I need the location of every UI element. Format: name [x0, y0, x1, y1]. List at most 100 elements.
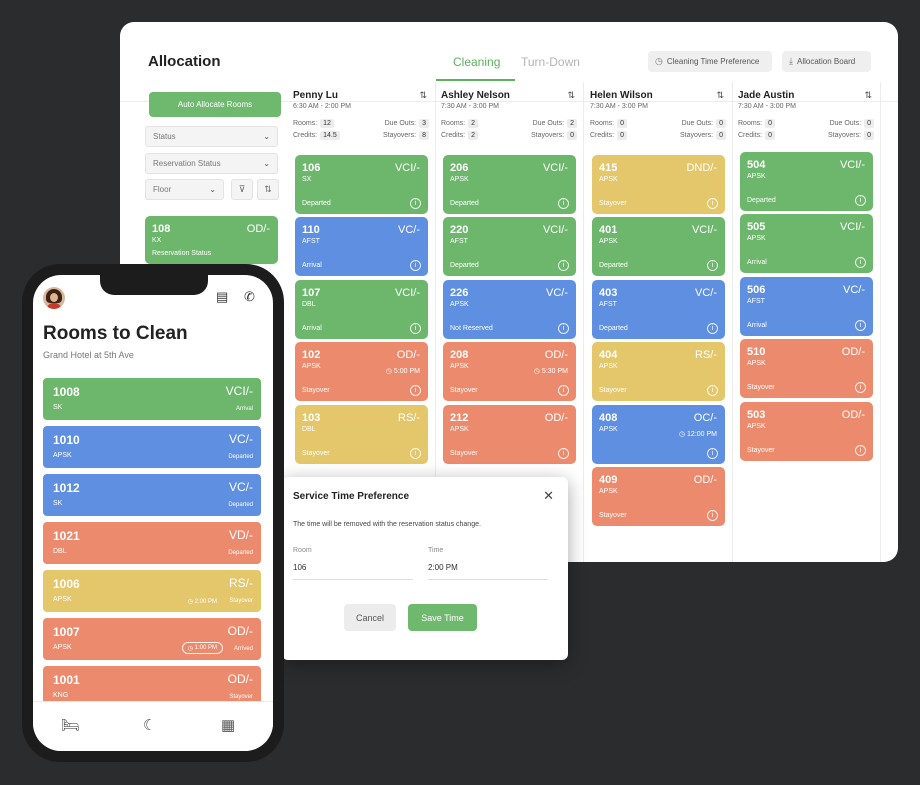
room-number: 1001 — [53, 673, 80, 687]
room-card-1006[interactable]: 1006 RS/- APSK Stayover ◷ 2:00 PM — [43, 570, 261, 612]
status-filter[interactable]: Status ⌄ — [145, 126, 278, 147]
room-status: VCI/- — [839, 159, 865, 171]
room-card-408[interactable]: 408 OC/- APSK ◷ 12:00 PM i — [592, 405, 725, 464]
room-field[interactable]: 106 — [293, 563, 413, 580]
info-icon[interactable]: i — [558, 323, 569, 334]
sort-icon[interactable]: ⇅ — [567, 90, 575, 100]
room-card-415[interactable]: 415 DND/- APSK Stayover i — [592, 155, 725, 214]
room-card-505[interactable]: 505 VCI/- APSK Arrival i — [740, 214, 873, 273]
stayovers-count: 0 — [567, 131, 577, 140]
bed-icon[interactable]: 🛏 — [61, 717, 81, 734]
tab-cleaning[interactable]: Cleaning — [453, 55, 501, 69]
save-time-button[interactable]: Save Time — [408, 604, 477, 631]
info-icon[interactable]: i — [855, 445, 866, 456]
allocation-board-button[interactable]: ⤓ Allocation Board — [782, 51, 871, 72]
reservation-status: Stayover — [302, 450, 330, 457]
reservation-status-filter[interactable]: Reservation Status ⌄ — [145, 153, 278, 174]
clear-filter-button[interactable]: ⊽ — [231, 179, 253, 200]
info-icon[interactable]: i — [410, 448, 421, 459]
grid-icon[interactable]: ▦ — [221, 717, 236, 734]
auto-allocate-button[interactable]: Auto Allocate Rooms — [149, 92, 281, 117]
stayovers-count: 8 — [419, 131, 429, 140]
cleaning-time-preference-button[interactable]: ◷ Cleaning Time Preference — [648, 51, 772, 72]
room-card-106[interactable]: 106 VCI/- SX Departed i — [295, 155, 428, 214]
phone-icon[interactable]: ✆ — [244, 289, 255, 304]
room-card-108[interactable]: 108 OD/- KX Reservation Status — [145, 216, 278, 264]
room-card-1010[interactable]: 1010 VC/- APSK Departed — [43, 426, 261, 468]
room-card-1012[interactable]: 1012 VC/- SK Departed — [43, 474, 261, 516]
room-type: APSK — [450, 176, 469, 183]
room-card-208[interactable]: 208 OD/- APSK Stayover ◷ 5:30 PM i — [443, 342, 576, 401]
room-card-404[interactable]: 404 RS/- APSK Stayover i — [592, 342, 725, 401]
room-number: 220 — [450, 224, 469, 236]
room-card-503[interactable]: 503 OD/- APSK Stayover i — [740, 402, 873, 461]
room-card-102[interactable]: 102 OD/- APSK Stayover ◷ 5:00 PM i — [295, 342, 428, 401]
reservation-status: Departed — [450, 262, 479, 269]
info-icon[interactable]: i — [707, 260, 718, 271]
clock-icon: ◷ — [385, 368, 392, 375]
room-number: 212 — [450, 412, 469, 424]
sort-icon[interactable]: ⇅ — [419, 90, 427, 100]
staff-name: Ashley Nelson — [441, 90, 510, 101]
room-type: APSK — [599, 488, 618, 495]
reservation-status: Stayover — [747, 384, 775, 391]
info-icon[interactable]: i — [707, 323, 718, 334]
info-icon[interactable]: i — [558, 448, 569, 459]
room-card-1008[interactable]: 1008 VCI/- SK Arrival — [43, 378, 261, 420]
sort-icon[interactable]: ⇅ — [716, 90, 724, 100]
avatar[interactable] — [43, 287, 65, 309]
reservation-status: Stayover — [229, 694, 253, 700]
room-card-107[interactable]: 107 VCI/- DBL Arrival i — [295, 280, 428, 339]
room-card-220[interactable]: 220 VCI/- AFST Departed i — [443, 217, 576, 276]
room-card-401[interactable]: 401 VCI/- APSK Departed i — [592, 217, 725, 276]
info-icon[interactable]: i — [707, 198, 718, 209]
floor-filter[interactable]: Floor ⌄ — [145, 179, 224, 200]
room-card-504[interactable]: 504 VCI/- APSK Departed i — [740, 152, 873, 211]
room-number: 1012 — [53, 481, 80, 495]
room-card-510[interactable]: 510 OD/- APSK Stayover i — [740, 339, 873, 398]
room-number: 504 — [747, 159, 766, 171]
room-card-212[interactable]: 212 OD/- APSK Stayover i — [443, 405, 576, 464]
room-number: 1006 — [53, 577, 80, 591]
room-card-1021[interactable]: 1021 VD/- DBL Departed — [43, 522, 261, 564]
info-icon[interactable]: i — [558, 198, 569, 209]
info-icon[interactable]: i — [410, 385, 421, 396]
sort-icon[interactable]: ⇅ — [864, 90, 872, 100]
room-type: APSK — [53, 596, 72, 603]
info-icon[interactable]: i — [558, 260, 569, 271]
sort-button[interactable]: ⇅ — [257, 179, 279, 200]
info-icon[interactable]: i — [855, 320, 866, 331]
info-icon[interactable]: i — [707, 510, 718, 521]
room-number: 403 — [599, 287, 618, 299]
credits-count: 0 — [765, 131, 776, 140]
info-icon[interactable]: i — [410, 260, 421, 271]
calendar-icon[interactable]: ▤ — [216, 289, 229, 304]
info-icon[interactable]: i — [855, 257, 866, 268]
room-card-409[interactable]: 409 OD/- APSK Stayover i — [592, 467, 725, 526]
room-card-1007[interactable]: 1007 OD/- APSK Arrived ◷ 1:00 PM — [43, 618, 261, 660]
info-icon[interactable]: i — [558, 385, 569, 396]
room-number: 404 — [599, 349, 618, 361]
info-icon[interactable]: i — [410, 323, 421, 334]
room-card-226[interactable]: 226 VC/- APSK Not Reserved i — [443, 280, 576, 339]
room-type: APSK — [747, 360, 766, 367]
moon-icon[interactable]: ☾ — [143, 717, 157, 734]
close-icon[interactable]: ✕ — [543, 488, 554, 503]
info-icon[interactable]: i — [855, 382, 866, 393]
cancel-button[interactable]: Cancel — [344, 604, 396, 631]
room-card-103[interactable]: 103 RS/- DBL Stayover i — [295, 405, 428, 464]
info-icon[interactable]: i — [707, 448, 718, 459]
info-icon[interactable]: i — [855, 195, 866, 206]
room-card-206[interactable]: 206 VCI/- APSK Departed i — [443, 155, 576, 214]
room-card-110[interactable]: 110 VC/- AFST Arrival i — [295, 217, 428, 276]
time-field[interactable]: 2:00 PM — [428, 563, 548, 580]
reservation-status: Stayover — [599, 200, 627, 207]
tab-turn-down[interactable]: Turn-Down — [521, 55, 580, 69]
info-icon[interactable]: i — [410, 198, 421, 209]
due-outs-count: 0 — [716, 119, 726, 128]
room-type: SK — [53, 404, 63, 411]
room-card-506[interactable]: 506 VC/- AFST Arrival i — [740, 277, 873, 336]
room-card-403[interactable]: 403 VC/- AFST Departed i — [592, 280, 725, 339]
reservation-status: Departed — [302, 200, 331, 207]
info-icon[interactable]: i — [707, 385, 718, 396]
